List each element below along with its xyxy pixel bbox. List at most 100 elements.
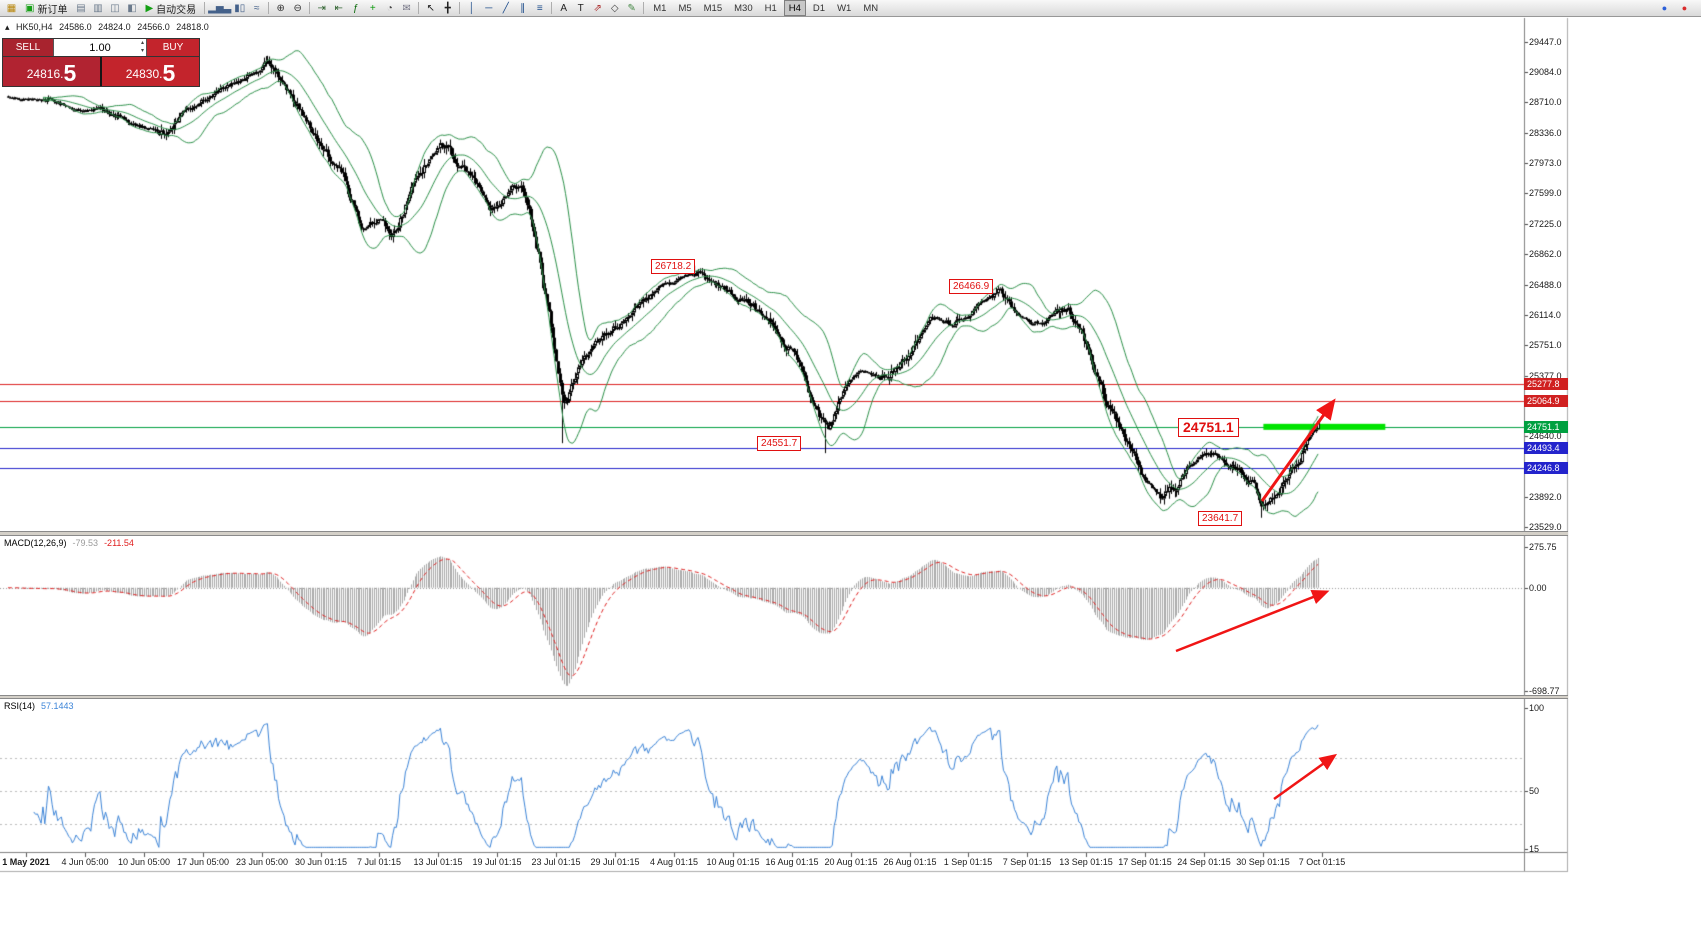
- lot-size-input[interactable]: 1.00 ▴ ▾: [53, 39, 147, 56]
- auto-trading-button[interactable]: ▶ 自动交易: [140, 1, 201, 16]
- toolbar: ▦ ▣ 新订单 ▤ ▥ ◫ ◧ ▶ 自动交易 ▂▅▃ ▮▯ ≈ ⊕ ⊖ ⇥ ⇤ ƒ + ◔ ✉ ↖ ╋ │ ─ ╱ ∥ ≡ A T ⇗ ◇ ✎…: [0, 0, 1701, 17]
- ohlc-high: 24824.0: [98, 22, 131, 32]
- horizontal-line-icon[interactable]: ─: [485, 2, 493, 14]
- macd-signal-value: -211.54: [104, 538, 134, 548]
- time-axis-label: 10 Jun 05:00: [117, 857, 171, 867]
- price-annotation: 26718.2: [651, 259, 696, 274]
- timeframe-m30-button[interactable]: M30: [734, 2, 753, 14]
- zoom-in-icon[interactable]: ⊕: [276, 2, 285, 14]
- label-icon[interactable]: T: [577, 2, 584, 14]
- buy-button[interactable]: BUY: [147, 39, 199, 56]
- data-window-icon[interactable]: ◫: [110, 2, 120, 14]
- rsi-value: 57.1443: [41, 701, 74, 711]
- channel-icon[interactable]: ∥: [520, 2, 526, 14]
- ohlc-low: 24566.0: [137, 22, 170, 32]
- market-watch-icon[interactable]: ▥: [93, 2, 103, 14]
- axis-price-marker: 25064.9: [1524, 395, 1568, 408]
- time-axis-label: 30 Sep 01:15: [1236, 857, 1290, 867]
- bar-chart-icon[interactable]: ▂▅▃: [208, 2, 232, 14]
- candlestick-chart-icon[interactable]: ▮▯: [234, 2, 246, 14]
- panel-splitter-rsi[interactable]: [0, 695, 1568, 699]
- timeframe-m15-button[interactable]: M15: [703, 2, 723, 14]
- price-axis-label: 25751.0: [1529, 339, 1562, 350]
- toolbar-right-group: ● ●: [1656, 1, 1698, 16]
- auto-trading-button-icon: ▶: [145, 2, 154, 14]
- auto-scroll-icon[interactable]: ⇥: [317, 2, 326, 14]
- price-axis-label: 25377.0: [1529, 370, 1562, 381]
- time-axis-label: 13 Sep 01:15: [1059, 857, 1113, 867]
- sell-price-big-digit: 5: [63, 60, 77, 86]
- profiles-icon[interactable]: ▤: [76, 2, 86, 14]
- draw-icon[interactable]: ✎: [627, 2, 636, 14]
- toolbar-left-group: ▦ ▣ 新订单 ▤ ▥ ◫ ◧ ▶ 自动交易 ▂▅▃ ▮▯ ≈ ⊕ ⊖ ⇥ ⇤ ƒ + ◔ ✉ ↖ ╋ │ ─ ╱ ∥ ≡ A T ⇗ ◇ ✎…: [3, 0, 884, 16]
- symbol-period-label: HK50,H4: [16, 22, 53, 32]
- timeframe-m5-button[interactable]: M5: [678, 2, 692, 14]
- time-axis-label: 4 Aug 01:15: [649, 857, 699, 867]
- price-axis-label: 26114.0: [1529, 310, 1561, 321]
- lot-increase-button[interactable]: ▴: [140, 40, 144, 46]
- price-annotation: 24551.7: [757, 436, 802, 451]
- timeframe-m1-button[interactable]: M1: [653, 2, 667, 14]
- timeframe-d1-button[interactable]: D1: [812, 2, 826, 14]
- zoom-out-icon[interactable]: ⊖: [293, 2, 302, 14]
- indicators-icon[interactable]: ƒ: [352, 2, 359, 14]
- time-axis-label: 30 Jun 01:15: [294, 857, 348, 867]
- crosshair-icon[interactable]: ╋: [444, 2, 451, 14]
- line-chart-icon[interactable]: ≈: [253, 2, 260, 14]
- periods-icon[interactable]: ◔: [386, 2, 393, 14]
- toolbar-separator: [309, 2, 311, 14]
- macd-name: MACD(12,26,9): [4, 538, 67, 548]
- timeframe-h4-button[interactable]: H4: [783, 0, 806, 16]
- new-order-button-label: 新订单: [37, 4, 68, 16]
- time-axis-label: 23 Jun 05:00: [235, 857, 289, 867]
- macd-indicator-label: MACD(12,26,9) -79.53 -211.54: [4, 538, 134, 548]
- mail-icon[interactable]: ✉: [402, 2, 411, 14]
- price-annotation: 23641.7: [1198, 511, 1243, 526]
- community-icon[interactable]: ●: [1661, 3, 1668, 13]
- time-axis-label: 17 Sep 01:15: [1118, 857, 1172, 867]
- new-order-button[interactable]: ▣ 新订单: [20, 1, 72, 16]
- time-axis-label: 16 Aug 01:15: [765, 857, 819, 867]
- price-annotation: 24751.1: [1178, 418, 1239, 437]
- timeframe-h1-button[interactable]: H1: [764, 2, 777, 14]
- timeframe-w1-button[interactable]: W1: [837, 2, 852, 14]
- time-axis-label: 4 Jun 05:00: [61, 857, 109, 867]
- fibonacci-icon[interactable]: ≡: [536, 2, 543, 14]
- trendline-icon[interactable]: ╱: [502, 2, 509, 14]
- price-axis-label: 23892.0: [1529, 492, 1562, 503]
- sell-button[interactable]: SELL: [3, 39, 53, 56]
- arrows-icon[interactable]: ⇗: [593, 2, 602, 14]
- toolbar-separator: [459, 2, 461, 14]
- chart-shift-icon[interactable]: ⇤: [334, 2, 343, 14]
- toolbar-separator: [204, 2, 206, 14]
- one-click-trading-panel: SELL 1.00 ▴ ▾ BUY 24816. 5 24830. 5: [2, 38, 200, 87]
- buy-price-main: 24830.: [125, 67, 163, 81]
- price-axis-label: 27225.0: [1529, 219, 1562, 230]
- shapes-icon[interactable]: ◇: [610, 2, 619, 14]
- macd-axis-label: 0.00: [1529, 582, 1547, 593]
- sell-price-button[interactable]: 24816. 5: [3, 57, 100, 86]
- buy-price-button[interactable]: 24830. 5: [102, 57, 199, 86]
- cursor-icon[interactable]: ↖: [426, 2, 435, 14]
- axis-price-marker: 25277.8: [1524, 377, 1568, 390]
- buy-price-big-digit: 5: [162, 60, 176, 86]
- lot-decrease-button[interactable]: ▾: [140, 48, 144, 54]
- price-annotation: 26466.9: [949, 279, 994, 294]
- price-axis-label: 23529.0: [1529, 522, 1562, 532]
- alerts-icon[interactable]: ●: [1681, 3, 1688, 13]
- text-icon[interactable]: A: [560, 2, 568, 14]
- vertical-line-icon[interactable]: │: [468, 2, 475, 14]
- timeframe-mn-button[interactable]: MN: [863, 2, 879, 14]
- panel-splitter-macd[interactable]: [0, 531, 1568, 536]
- navigator-icon[interactable]: ◧: [127, 2, 137, 14]
- lot-size-value: 1.00: [89, 41, 111, 54]
- add-indicator-icon[interactable]: +: [369, 2, 376, 14]
- time-axis-label: 10 Aug 01:15: [706, 857, 760, 867]
- chart-window-icon[interactable]: ▦: [6, 2, 17, 14]
- rsi-indicator-label: RSI(14) 57.1443: [4, 701, 74, 711]
- time-axis-label: 1 Sep 01:15: [943, 857, 993, 867]
- time-axis-label: 13 Jul 01:15: [413, 857, 463, 867]
- time-axis-label: 29 Jul 01:15: [590, 857, 640, 867]
